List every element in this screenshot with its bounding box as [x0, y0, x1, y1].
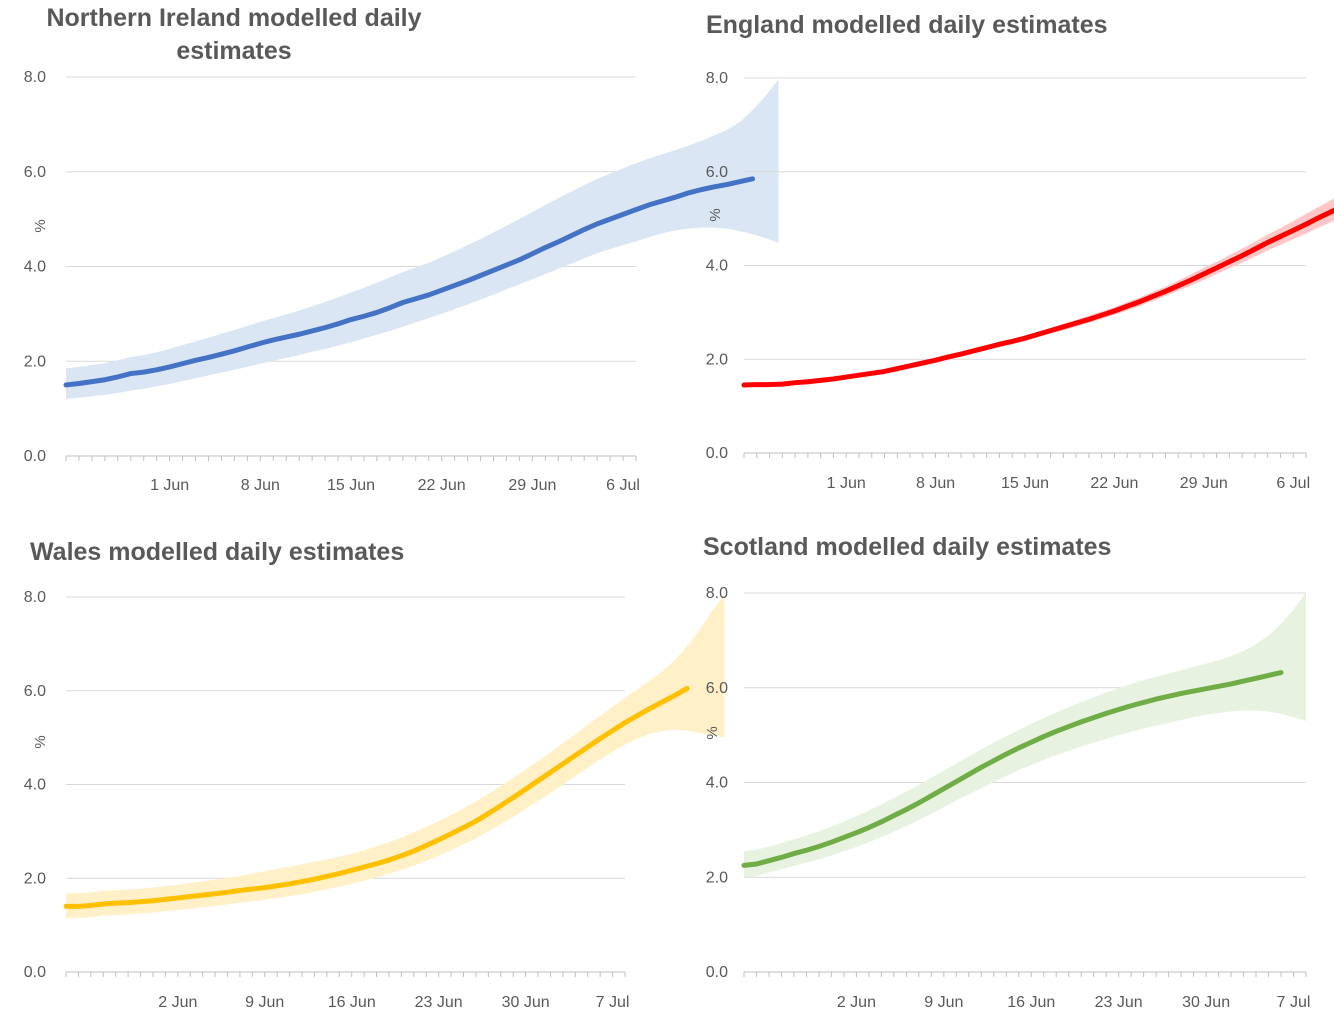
x-tick-label: 23 Jun	[1095, 994, 1143, 1011]
panel-title: Wales modelled daily estimates	[30, 538, 404, 566]
y-tick-label: 2.0	[24, 353, 46, 370]
panel-northern-ireland: Northern Ireland modelled daily estimate…	[24, 4, 779, 494]
estimate-line	[741, 207, 1334, 388]
y-axis-label: %	[32, 735, 49, 748]
y-tick-label: 8.0	[706, 70, 728, 87]
x-tick-label: 8 Jun	[241, 477, 280, 494]
x-tick-label: 9 Jun	[245, 994, 284, 1011]
y-tick-label: 0.0	[706, 445, 728, 462]
panel-england: England modelled daily estimates % 0.0 2.…	[706, 11, 1334, 492]
x-tick-label: 30 Jun	[1182, 994, 1230, 1011]
x-tick-label: 15 Jun	[327, 477, 375, 494]
y-axis-label: %	[704, 726, 721, 739]
estimate-line	[63, 176, 756, 388]
panel-scotland: Scotland modelled daily estimates % 0.0 2…	[703, 533, 1310, 1011]
x-tick-label: 29 Jun	[508, 477, 556, 494]
y-tick-label: 4.0	[706, 775, 728, 792]
panel-title-line-1: Northern Ireland modelled daily	[46, 4, 421, 32]
x-tick-label: 22 Jun	[1090, 475, 1138, 492]
y-tick-label: 4.0	[24, 259, 46, 276]
y-tick-label: 6.0	[24, 683, 46, 700]
x-tick-label: 16 Jun	[328, 994, 376, 1011]
y-tick-label: 8.0	[706, 585, 728, 602]
credible-interval-band	[66, 594, 725, 919]
y-tick-label: 4.0	[706, 258, 728, 275]
y-tick-label: 6.0	[706, 164, 728, 181]
x-tick-label: 7 Jul	[596, 994, 630, 1011]
panel-title-line-2: estimates	[176, 37, 291, 65]
x-tick-label: 9 Jun	[924, 994, 963, 1011]
y-tick-label: 0.0	[24, 448, 46, 465]
credible-interval-band	[744, 593, 1306, 878]
estimate-line	[63, 685, 690, 909]
y-tick-label: 2.0	[706, 869, 728, 886]
y-tick-label: 8.0	[24, 589, 46, 606]
panel-title: Scotland modelled daily estimates	[703, 533, 1111, 561]
panel-wales: Wales modelled daily estimates % 0.0 2.0 4…	[24, 538, 725, 1011]
y-tick-label: 6.0	[24, 164, 46, 181]
y-tick-label: 6.0	[706, 680, 728, 697]
y-axis-label: %	[32, 219, 49, 232]
y-tick-label: 4.0	[24, 777, 46, 794]
y-tick-label: 0.0	[706, 964, 728, 981]
y-tick-label: 2.0	[706, 351, 728, 368]
y-tick-label: 0.0	[24, 964, 46, 981]
credible-interval-band	[744, 198, 1334, 387]
y-tick-label: 2.0	[24, 870, 46, 887]
x-tick-label: 1 Jun	[150, 477, 189, 494]
x-tick-label: 15 Jun	[1001, 475, 1049, 492]
y-axis-label: %	[707, 208, 724, 221]
x-tick-label: 8 Jun	[916, 475, 955, 492]
credible-interval-band	[66, 79, 779, 400]
x-tick-label: 6 Jul	[606, 477, 640, 494]
panel-title: England modelled daily estimates	[706, 11, 1108, 39]
x-tick-label: 29 Jun	[1180, 475, 1228, 492]
estimate-line	[741, 670, 1284, 868]
x-tick-label: 30 Jun	[502, 994, 550, 1011]
x-tick-label: 7 Jul	[1277, 994, 1311, 1011]
y-tick-label: 8.0	[24, 69, 46, 86]
x-tick-label: 22 Jun	[418, 477, 466, 494]
x-tick-label: 6 Jul	[1276, 475, 1310, 492]
x-tick-label: 2 Jun	[837, 994, 876, 1011]
x-tick-label: 23 Jun	[415, 994, 463, 1011]
x-tick-label: 1 Jun	[827, 475, 866, 492]
x-tick-label: 16 Jun	[1007, 994, 1055, 1011]
x-tick-label: 2 Jun	[158, 994, 197, 1011]
